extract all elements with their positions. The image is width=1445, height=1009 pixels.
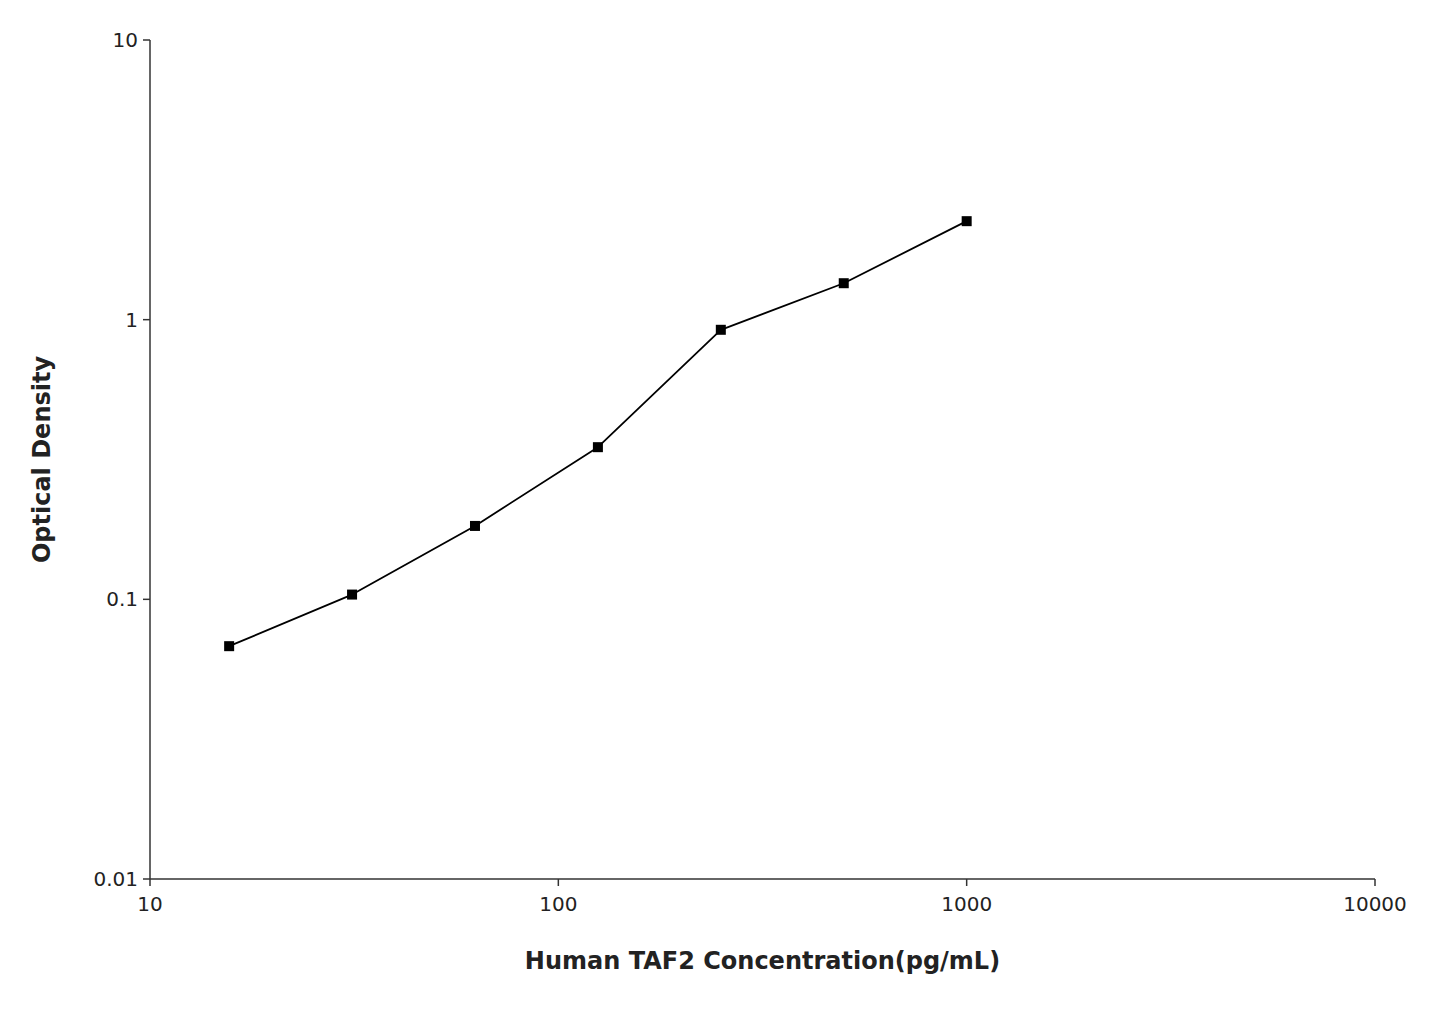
plot-area: 10 100 1000 10000 0.01 0.1 1 10 (93, 28, 1406, 916)
x-tick-label: 1000 (941, 892, 992, 916)
background (0, 0, 1445, 1009)
data-point (839, 278, 849, 288)
y-tick-label: 0.01 (93, 867, 138, 891)
x-axis-label: Human TAF2 Concentration(pg/mL) (525, 947, 1000, 975)
y-tick (143, 39, 150, 41)
x-tick (149, 879, 151, 886)
x-tick-label: 10 (137, 892, 162, 916)
x-tick (966, 879, 968, 886)
x-tick (558, 879, 560, 886)
y-tick-label: 0.1 (106, 587, 138, 611)
chart-svg: 10 100 1000 10000 0.01 0.1 1 10 Human TAF2 Conce… (0, 0, 1445, 1009)
y-axis-line (149, 40, 151, 879)
data-point (962, 216, 972, 226)
x-tick (1374, 879, 1376, 886)
chart-container: 10 100 1000 10000 0.01 0.1 1 10 Human TAF2 Conce… (0, 0, 1445, 1009)
y-tick (143, 319, 150, 321)
data-point (470, 521, 480, 531)
y-tick (143, 878, 150, 880)
data-layer (224, 216, 972, 651)
y-tick-label: 10 (113, 28, 138, 52)
data-point (716, 325, 726, 335)
x-axis-line (150, 878, 1375, 880)
data-line (229, 221, 967, 646)
x-tick-label: 10000 (1343, 892, 1407, 916)
x-tick-label: 100 (539, 892, 577, 916)
data-point (224, 641, 234, 651)
y-tick-label: 1 (125, 308, 138, 332)
y-tick (143, 599, 150, 601)
data-point (593, 442, 603, 452)
data-point (347, 590, 357, 600)
y-axis-label: Optical Density (28, 356, 56, 564)
